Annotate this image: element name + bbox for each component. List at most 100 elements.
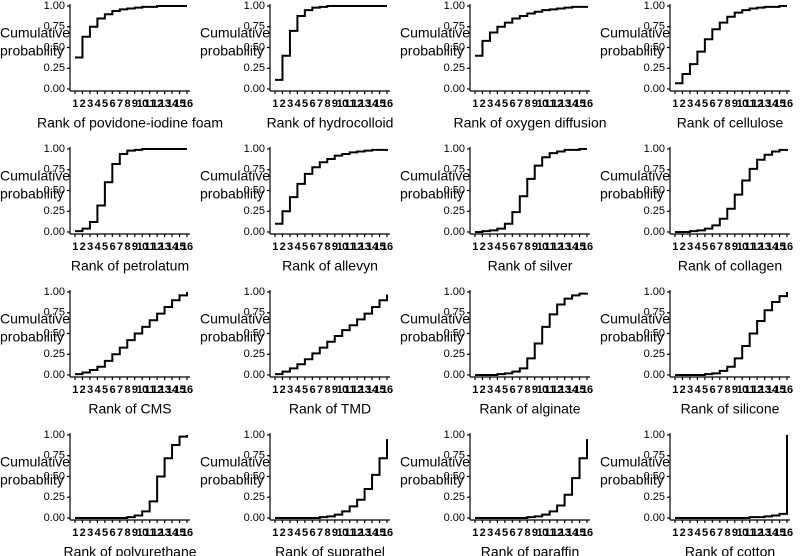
x-tick-label: 12 (152, 98, 164, 110)
x-tick-label: 1 (272, 527, 278, 539)
x-tick-label: 11 (144, 241, 155, 253)
x-tick-label: 6 (510, 241, 516, 253)
x-tick-label: 10 (537, 384, 549, 396)
x-tick-label: 15 (374, 384, 386, 396)
y-tick-label: 1.00 (644, 0, 665, 12)
x-tick-label: 12 (552, 527, 564, 539)
y-tick-label: 0.00 (644, 369, 665, 381)
x-tick-label: 10 (337, 527, 349, 539)
x-axis-label: Rank of TMD (289, 401, 371, 417)
y-tick-label: 0.00 (244, 512, 265, 524)
x-tick-label: 4 (495, 527, 502, 539)
y-tick-label: 0.50 (444, 470, 465, 482)
panel: 0.000.250.500.751.001 2 3 4 5 6 7 8 9 10111213141… (0, 429, 197, 556)
y-tick-label: 0.25 (244, 205, 265, 217)
y-tick-label: 1.00 (644, 429, 665, 441)
y-tick-label: 0.25 (644, 491, 665, 503)
x-tick-label: 6 (510, 527, 516, 539)
y-tick-label: 0.25 (444, 205, 465, 217)
x-tick-label: 8 (324, 98, 330, 110)
y-tick-label: 0.00 (244, 83, 265, 95)
x-tick-label: 9 (732, 241, 738, 253)
y-axis-label: probability (600, 329, 664, 345)
x-tick-label: 15 (774, 98, 786, 110)
x-tick-label: 7 (117, 98, 123, 110)
x-tick-label: 14 (166, 241, 179, 253)
x-tick-label: 1 (272, 98, 278, 110)
y-tick-label: 0.75 (44, 450, 65, 462)
x-tick-label: 1 (472, 241, 478, 253)
step-line (275, 5, 387, 81)
y-tick-label: 1.00 (44, 286, 65, 298)
x-tick-label: 8 (124, 384, 130, 396)
x-tick-label: 5 (102, 384, 108, 396)
x-tick-label: 11 (344, 98, 355, 110)
y-axis-label: probability (600, 43, 664, 59)
x-tick-label: 12 (752, 527, 764, 539)
x-tick-label: 10 (737, 98, 749, 110)
x-tick-label: 11 (344, 384, 355, 396)
y-axis-label: Cumulative (400, 168, 470, 184)
x-tick-label: 12 (352, 241, 364, 253)
x-axis-label: Rank of polyurethane (63, 544, 196, 556)
x-tick-label: 4 (95, 384, 102, 396)
y-tick-label: 0.00 (244, 369, 265, 381)
y-axis-label: Cumulative (600, 25, 670, 41)
x-tick-label: 2 (80, 384, 86, 396)
x-tick-label: 10 (137, 241, 149, 253)
y-tick-label: 0.00 (644, 512, 665, 524)
x-tick-label: 2 (680, 241, 686, 253)
y-tick-label: 1.00 (444, 143, 465, 155)
x-tick-label: 11 (744, 98, 755, 110)
x-tick-label: 5 (102, 241, 108, 253)
x-tick-label: 10 (537, 241, 549, 253)
x-tick-label: 9 (732, 384, 738, 396)
y-tick-label: 1.00 (244, 429, 265, 441)
x-tick-label: 4 (95, 241, 102, 253)
x-tick-label: 11 (544, 241, 555, 253)
x-tick-label: 11 (544, 384, 555, 396)
x-tick-label: 10 (337, 98, 349, 110)
x-tick-label: 11 (744, 527, 755, 539)
y-tick-label: 0.75 (44, 21, 65, 33)
x-tick-label: 16 (381, 98, 393, 110)
y-tick-label: 0.75 (644, 450, 665, 462)
x-tick-label: 8 (724, 527, 730, 539)
x-tick-label: 12 (552, 241, 564, 253)
x-axis-label: Rank of cotton (685, 544, 775, 556)
y-axis-label: probability (400, 43, 464, 59)
x-tick-label: 14 (566, 384, 579, 396)
x-tick-label: 10 (137, 527, 149, 539)
x-tick-label: 7 (317, 527, 323, 539)
x-tick-label: 6 (710, 241, 716, 253)
x-tick-label: 13 (759, 241, 771, 253)
y-tick-label: 0.25 (44, 491, 65, 503)
x-tick-label: 6 (710, 527, 716, 539)
x-tick-label: 16 (181, 384, 193, 396)
x-axis-label: Rank of allevyn (282, 258, 378, 274)
x-tick-label: 13 (759, 98, 771, 110)
x-tick-label: 1 (672, 384, 678, 396)
x-tick-label: 7 (517, 241, 523, 253)
x-tick-label: 14 (566, 527, 579, 539)
y-tick-label: 1.00 (244, 0, 265, 12)
x-tick-label: 10 (337, 384, 349, 396)
x-tick-label: 5 (502, 384, 508, 396)
x-tick-label: 9 (132, 241, 138, 253)
x-axis-label: Rank of CMS (88, 401, 171, 417)
x-tick-label: 6 (310, 384, 316, 396)
x-tick-label: 12 (752, 384, 764, 396)
x-tick-label: 2 (480, 241, 486, 253)
x-tick-label: 16 (181, 527, 193, 539)
y-tick-label: 0.00 (44, 226, 65, 238)
x-tick-label: 13 (159, 384, 171, 396)
x-tick-label: 5 (702, 98, 708, 110)
y-axis-label: Cumulative (600, 311, 670, 327)
x-tick-label: 14 (566, 241, 579, 253)
panel: 0.000.250.500.751.001 2 3 4 5 6 7 8 9 10111213141… (600, 286, 793, 417)
x-tick-label: 1 (472, 527, 478, 539)
y-tick-label: 0.25 (444, 62, 465, 74)
x-tick-label: 16 (581, 98, 593, 110)
y-axis-label: Cumulative (200, 311, 270, 327)
x-tick-label: 11 (144, 384, 155, 396)
